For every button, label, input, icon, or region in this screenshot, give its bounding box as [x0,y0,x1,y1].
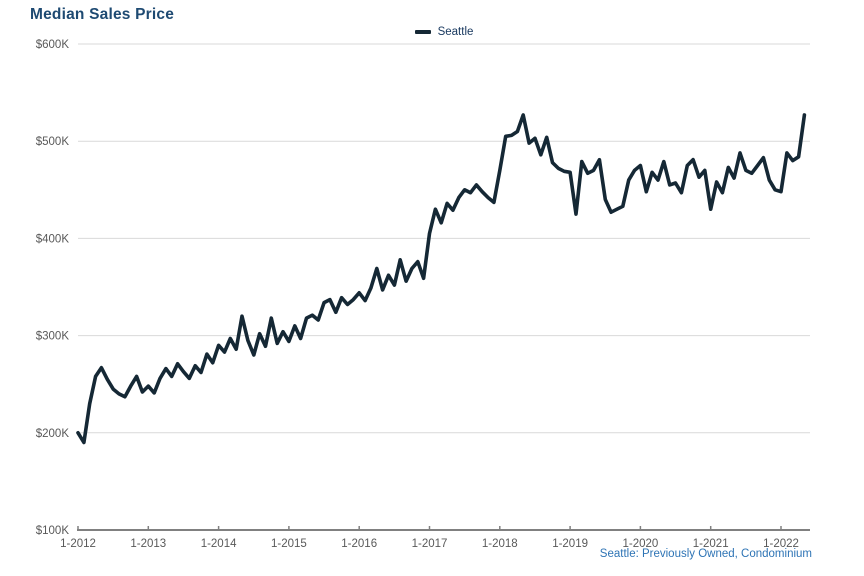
x-axis-tick-label: 1-2012 [60,538,96,550]
chart-footnote: Seattle: Previously Owned, Condominium [599,548,812,560]
x-axis-tick-label: 1-2013 [130,538,166,550]
x-axis-tick-label: 1-2022 [763,538,799,550]
chart-title: Median Sales Price [30,6,175,23]
y-axis-tick-label: $300K [36,331,70,343]
x-axis-tick-label: 1-2020 [622,538,658,550]
series-line-seattle [76,113,807,445]
x-axis-tick-label: 1-2021 [693,538,729,550]
x-axis-tick-label: 1-2015 [271,538,307,550]
x-axis-tick-label: 1-2016 [341,538,377,550]
legend-series-label: Seattle [437,26,474,38]
y-axis-tick-label: $200K [36,428,70,440]
legend: Seattle [78,26,810,38]
legend-line-swatch-icon [414,30,431,34]
x-axis-tick-label: 1-2018 [482,538,518,550]
y-axis-tick-label: $100K [36,525,70,537]
y-axis-tick-label: $600K [36,39,70,51]
x-axis-tick-label: 1-2019 [552,538,588,550]
x-axis-tick-label: 1-2014 [201,538,237,550]
y-axis-tick-label: $500K [36,136,70,148]
x-axis-tick-label: 1-2017 [412,538,448,550]
y-axis-tick-label: $400K [36,233,70,245]
